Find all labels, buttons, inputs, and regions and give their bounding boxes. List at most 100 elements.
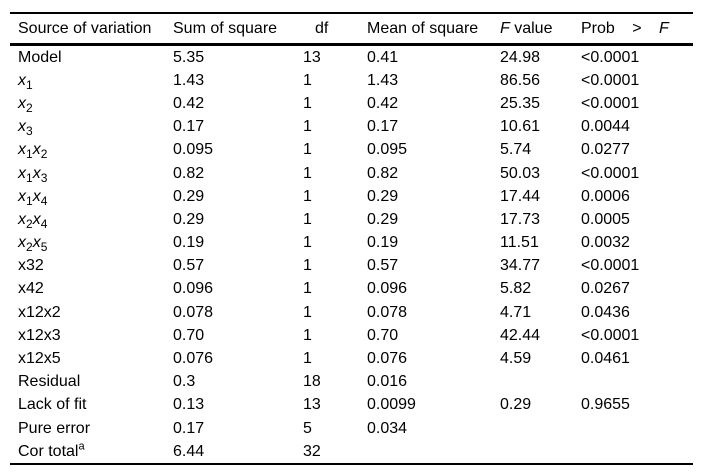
table-row: x1x2 0.095 1 0.095 5.74 0.0277 [10, 139, 693, 162]
cell-mean: 0.096 [367, 280, 408, 298]
cell-source: Lack of fit [18, 396, 87, 414]
cell-sum: 0.076 [173, 350, 214, 368]
cell-prob: 0.0044 [581, 118, 630, 136]
cell-prob: <0.0001 [581, 326, 640, 344]
cell-sum: 0.13 [173, 396, 205, 414]
cell-f: 42.44 [500, 326, 541, 344]
cell-source: x2x5 [18, 234, 48, 255]
cell-df: 18 [303, 373, 321, 391]
table-row: x2 0.42 1 0.42 25.35 <0.0001 [10, 92, 693, 115]
cell-df: 13 [303, 48, 321, 66]
cell-sum: 0.096 [173, 280, 214, 298]
table-row: x12x5 0.076 1 0.076 4.59 0.0461 [10, 347, 693, 370]
table-row: x32 0.57 1 0.57 34.77 <0.0001 [10, 255, 693, 278]
cell-f: 17.44 [500, 187, 541, 205]
cell-df: 1 [303, 187, 312, 205]
table-row: x2x4 0.29 1 0.29 17.73 0.0005 [10, 208, 693, 231]
cell-prob: 0.0005 [581, 210, 630, 228]
cell-sum: 0.82 [173, 164, 205, 182]
cell-prob: 0.0006 [581, 187, 630, 205]
cell-mean: 0.016 [367, 373, 408, 391]
cell-prob: 0.0277 [581, 141, 630, 159]
cell-prob: 0.0436 [581, 303, 630, 321]
cell-f: 5.82 [500, 280, 532, 298]
cell-df: 1 [303, 280, 312, 298]
cell-sum: 0.70 [173, 326, 205, 344]
cell-prob: 0.9655 [581, 396, 630, 414]
cell-sum: 0.17 [173, 118, 205, 136]
cell-sum: 0.19 [173, 234, 205, 252]
cell-source: Model [18, 48, 62, 66]
cell-df: 1 [303, 303, 312, 321]
cell-df: 5 [303, 419, 312, 437]
cell-df: 1 [303, 71, 312, 89]
table-row: x12x2 0.078 1 0.078 4.71 0.0436 [10, 301, 693, 324]
table-row: Lack of fit 0.13 13 0.0099 0.29 0.9655 [10, 394, 693, 417]
cell-f: 34.77 [500, 257, 541, 275]
cell-f: 50.03 [500, 164, 541, 182]
cell-mean: 0.29 [367, 210, 399, 228]
cell-sum: 0.42 [173, 94, 205, 112]
cell-f: 86.56 [500, 71, 541, 89]
table-header-row: Source of variation Sum of square df Mean o… [10, 14, 693, 46]
cell-source: x1 [18, 71, 33, 92]
cell-sum: 0.57 [173, 257, 205, 275]
cell-df: 1 [303, 234, 312, 252]
table-body: Model 5.35 13 0.41 24.98 <0.0001 x1 1.43 1 1.43 86… [10, 46, 693, 463]
cell-df: 1 [303, 350, 312, 368]
cell-mean: 0.0099 [367, 396, 416, 414]
cell-sum: 0.3 [173, 373, 196, 391]
table-row: Pure error 0.17 5 0.034 [10, 417, 693, 440]
table-row: x2x5 0.19 1 0.19 11.51 0.0032 [10, 232, 693, 255]
cell-prob: <0.0001 [581, 94, 640, 112]
cell-mean: 0.42 [367, 94, 399, 112]
cell-mean: 0.82 [367, 164, 399, 182]
cell-source: x42 [18, 280, 44, 298]
header-cell-sum: Sum of square [173, 19, 278, 37]
cell-sum: 0.17 [173, 419, 205, 437]
table-row: x12x3 0.70 1 0.70 42.44 <0.0001 [10, 324, 693, 347]
cell-f: 0.29 [500, 396, 532, 414]
cell-df: 1 [303, 118, 312, 136]
cell-df: 13 [303, 396, 321, 414]
cell-source: x12x3 [18, 326, 61, 344]
cell-f: 5.74 [500, 141, 532, 159]
header-cell-source: Source of variation [18, 19, 152, 37]
cell-f: 4.71 [500, 303, 532, 321]
cell-df: 32 [303, 442, 321, 460]
cell-mean: 0.034 [367, 419, 408, 437]
cell-df: 1 [303, 326, 312, 344]
cell-prob: <0.0001 [581, 164, 640, 182]
cell-source: x2x4 [18, 210, 48, 232]
cell-mean: 1.43 [367, 71, 399, 89]
cell-source: x12x2 [18, 303, 61, 321]
cell-sum: 0.29 [173, 210, 205, 228]
cell-mean: 0.19 [367, 234, 399, 252]
cell-mean: 0.41 [367, 48, 399, 66]
cell-prob: 0.0461 [581, 350, 630, 368]
cell-prob: 0.0032 [581, 234, 630, 252]
cell-f: 25.35 [500, 94, 541, 112]
cell-source: x1x2 [18, 141, 48, 162]
cell-source: Residual [18, 373, 81, 391]
header-cell-prob: Prob > F [581, 19, 669, 37]
cell-prob: <0.0001 [581, 48, 640, 66]
cell-source: Cor totala [18, 440, 85, 460]
cell-source: x2 [18, 94, 33, 116]
cell-source: x1x4 [18, 187, 48, 208]
cell-f: 24.98 [500, 48, 541, 66]
table-row: x3 0.17 1 0.17 10.61 0.0044 [10, 116, 693, 139]
cell-sum: 6.44 [173, 442, 205, 460]
anova-table: Source of variation Sum of square df Mean o… [10, 12, 693, 466]
cell-sum: 1.43 [173, 71, 205, 89]
header-cell-df: df [315, 19, 329, 37]
cell-mean: 0.17 [367, 118, 399, 136]
cell-df: 1 [303, 94, 312, 112]
cell-source: x1x3 [18, 164, 48, 185]
cell-prob: <0.0001 [581, 257, 640, 275]
cell-sum: 0.095 [173, 141, 214, 159]
header-cell-mean: Mean of square [367, 19, 479, 37]
cell-mean: 0.57 [367, 257, 399, 275]
cell-prob: <0.0001 [581, 71, 640, 89]
cell-sum: 5.35 [173, 48, 205, 66]
